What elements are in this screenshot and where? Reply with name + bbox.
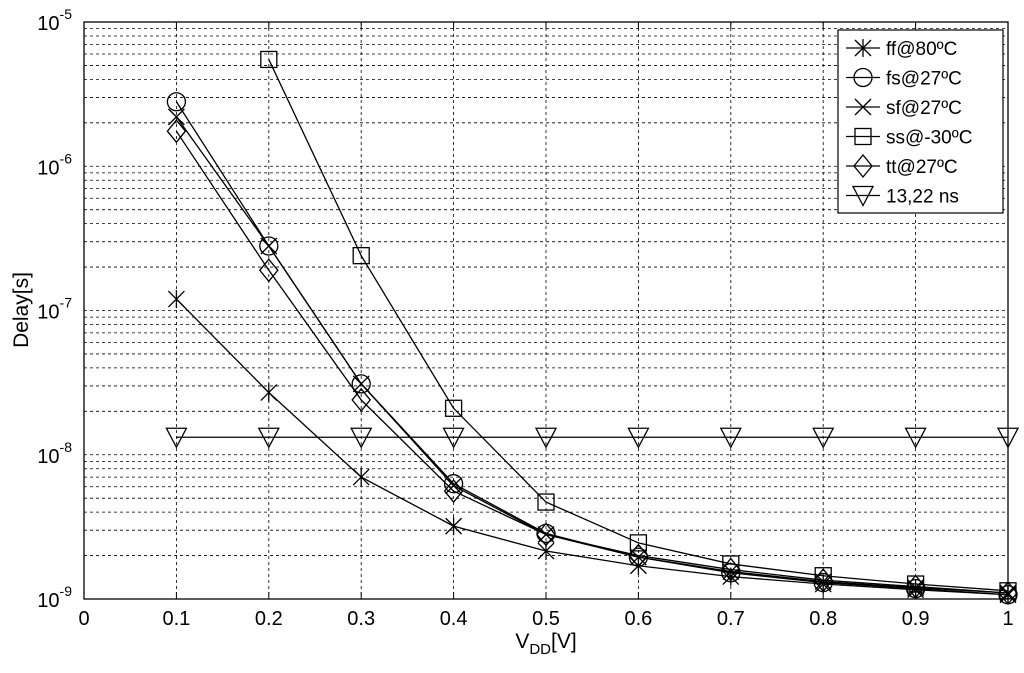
data-point-marker [260, 383, 278, 402]
legend-label: 13,22 ns [886, 187, 959, 208]
legend-marker [854, 39, 872, 57]
legend-marker [854, 127, 872, 146]
data-point-marker [720, 557, 741, 582]
data-point-marker [260, 50, 278, 69]
data-point-marker [536, 522, 556, 547]
y-tick-base: 10 [37, 302, 59, 324]
tick-layer: 0 0.1 0.2 0.3 0.4 0.5 0.6 0.7 0.8 0.9 110-910-810-… [37, 6, 1013, 630]
legend-marker [854, 98, 872, 116]
x-tick-label: 0.5 [532, 608, 560, 630]
data-point-marker [627, 427, 650, 449]
legend-label: fs@27ºC [886, 69, 962, 90]
x-tick-label: 0.9 [902, 608, 930, 630]
data-point-marker [444, 399, 463, 417]
x-tick-label: 0.8 [809, 608, 837, 630]
legend-marker [853, 153, 873, 179]
data-point-marker [812, 427, 835, 449]
legend-box [837, 29, 1004, 214]
data-point-marker [351, 387, 372, 412]
y-tick-label: 10-7 [37, 295, 72, 324]
y-tick-base: 10 [37, 13, 59, 35]
x-tick-label: 1 [1002, 608, 1013, 630]
series-line [175, 298, 1009, 596]
data-point-marker [352, 375, 370, 393]
y-tick-exponent: -5 [60, 6, 73, 22]
x-axis-label-subscript: DD [529, 641, 551, 658]
legend-entry: 13,22 ns [846, 185, 959, 208]
data-point-marker [442, 427, 465, 449]
legend-label: ff@80ºC [886, 39, 957, 60]
y-tick-exponent: -7 [60, 295, 73, 311]
y-tick-exponent: -8 [60, 439, 73, 455]
x-tick-label: 0.4 [440, 608, 468, 630]
legend-marker [853, 67, 873, 88]
data-point-marker [166, 119, 187, 144]
series-line [175, 116, 1009, 594]
data-point-marker [445, 477, 463, 495]
data-point-marker [534, 427, 558, 449]
data-point-marker [445, 517, 463, 536]
legend-marker [851, 185, 875, 207]
data-point-marker [998, 581, 1018, 606]
y-tick-label: 10-8 [37, 439, 72, 468]
legend: ff@80ºC fs@27ºC sf@27ºC ss@-30ºC tt@27ºC 13,2… [837, 29, 1004, 214]
y-tick-label: 10-5 [37, 6, 72, 35]
legend-label: sf@27ºC [886, 98, 962, 119]
data-point-marker [628, 543, 649, 568]
y-tick-base: 10 [37, 590, 59, 612]
legend-entry: fs@27ºC [846, 67, 962, 90]
data-point-marker [722, 555, 740, 573]
data-point-marker [257, 427, 280, 449]
series-3 [260, 50, 1017, 600]
data-point-marker [259, 236, 279, 256]
data-point-marker [352, 468, 370, 487]
y-axis-label: Delay[s] [10, 272, 33, 348]
data-point-marker [813, 568, 834, 593]
x-tick-label: 0.7 [717, 608, 745, 630]
series-line [268, 59, 1009, 592]
data-point-marker [166, 92, 187, 112]
legend-entry: ff@80ºC [846, 39, 957, 60]
y-tick-exponent: -9 [60, 583, 73, 599]
data-point-marker [537, 493, 555, 511]
data-point-marker [814, 567, 832, 585]
data-point-marker [629, 534, 648, 552]
x-tick-label: 0.6 [624, 608, 652, 630]
legend-entry: tt@27ºC [846, 153, 958, 179]
x-tick-label: 0 [78, 608, 89, 630]
series-4 [166, 119, 1018, 606]
data-point-marker [260, 237, 278, 255]
y-tick-base: 10 [37, 157, 59, 179]
data-point-marker [258, 258, 279, 283]
data-point-marker [904, 427, 927, 449]
data-point-marker [165, 427, 188, 449]
x-tick-label: 0.3 [347, 608, 375, 630]
legend-label: tt@27ºC [886, 157, 958, 178]
data-point-marker [167, 290, 185, 309]
data-point-marker [167, 108, 185, 126]
y-tick-label: 10-9 [37, 583, 72, 612]
data-point-marker [350, 427, 373, 449]
x-tick-label: 0.2 [255, 608, 283, 630]
y-tick-exponent: -6 [60, 150, 73, 166]
legend-entry: sf@27ºC [846, 98, 962, 119]
x-tick-label: 0.1 [162, 608, 190, 630]
x-axis-label: VDD[V] [515, 630, 576, 658]
legend-label: ss@-30ºC [886, 128, 972, 149]
series-line [175, 130, 1009, 594]
data-point-marker [352, 247, 370, 265]
data-point-marker [443, 474, 464, 494]
data-point-marker [443, 479, 464, 504]
y-tick-base: 10 [37, 446, 59, 468]
x-axis-label-main: V [515, 630, 529, 653]
x-axis-label-unit: [V] [551, 630, 577, 653]
legend-entry: ss@-30ºC [846, 128, 972, 149]
y-tick-label: 10-6 [37, 150, 72, 179]
data-point-marker [351, 374, 371, 394]
data-point-marker [719, 427, 742, 449]
